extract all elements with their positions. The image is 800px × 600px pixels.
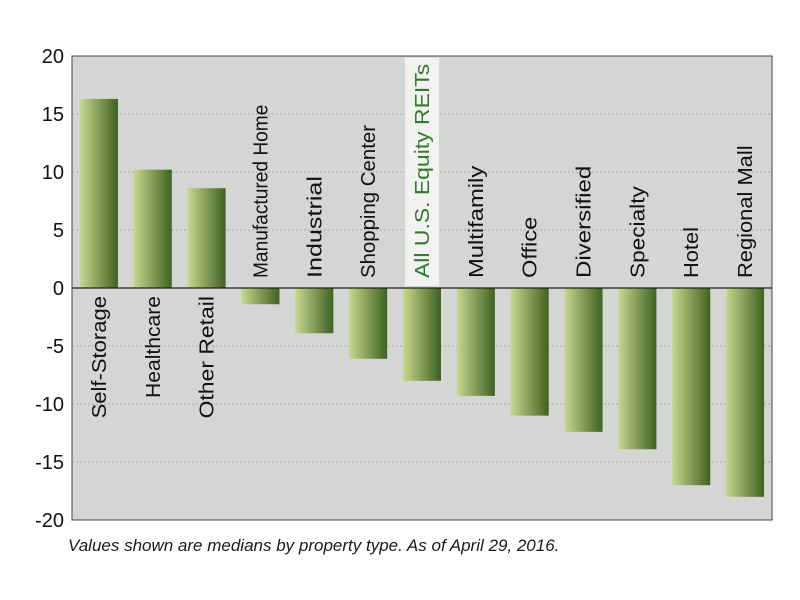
- bar-specialty: [618, 288, 657, 450]
- category-labels: Self-Storage Healthcare Other Retail Manufa…: [89, 57, 757, 418]
- y-tick-label: -15: [35, 452, 64, 474]
- bar-self-storage: [79, 98, 118, 288]
- bar-multifamily: [456, 288, 495, 396]
- category-label: Diversified: [574, 166, 596, 278]
- y-tick-label: -20: [35, 510, 64, 532]
- category-label: Other Retail: [197, 296, 219, 418]
- category-label: Industrial: [304, 176, 326, 278]
- bar-other-retail: [187, 188, 226, 288]
- category-label: Specialty: [627, 186, 649, 278]
- bar-healthcare: [133, 169, 172, 288]
- y-tick-label: 5: [53, 220, 64, 242]
- category-label: Self-Storage: [89, 296, 111, 418]
- bar-manufactured-home: [241, 288, 280, 305]
- plot-frame: [71, 55, 773, 521]
- y-tick-label: 0: [53, 278, 64, 300]
- bar-industrial: [295, 288, 334, 334]
- category-label: Multifamily: [466, 166, 488, 278]
- bar-hotel: [672, 288, 711, 486]
- bars-group: [79, 98, 765, 497]
- highlight-label-background: [405, 57, 439, 286]
- category-label: Healthcare: [143, 296, 165, 398]
- y-tick-label: 10: [42, 162, 64, 184]
- y-axis-ticks: -20 -15 -10 -5 0 5 10 15 20: [35, 46, 64, 532]
- category-label: Shopping Center: [358, 125, 380, 278]
- category-label: All U.S. Equity REITs: [412, 64, 434, 278]
- y-tick-label: -5: [46, 336, 64, 358]
- category-label: Hotel: [681, 227, 703, 278]
- footnote: Values shown are medians by property typ…: [68, 536, 560, 555]
- bar-all-u-s-equity-reits: [403, 288, 441, 381]
- y-tick-label: 15: [42, 104, 64, 126]
- y-tick-label: -10: [35, 394, 64, 416]
- bar-regional-mall: [726, 288, 765, 497]
- category-label: Manufactured Home: [250, 105, 272, 278]
- bar-diversified: [564, 288, 603, 432]
- bar-office: [510, 288, 549, 416]
- bar-shopping-center: [349, 288, 388, 359]
- category-label: Office: [520, 217, 542, 278]
- category-label: Regional Mall: [735, 145, 757, 278]
- y-tick-label: 20: [42, 46, 64, 68]
